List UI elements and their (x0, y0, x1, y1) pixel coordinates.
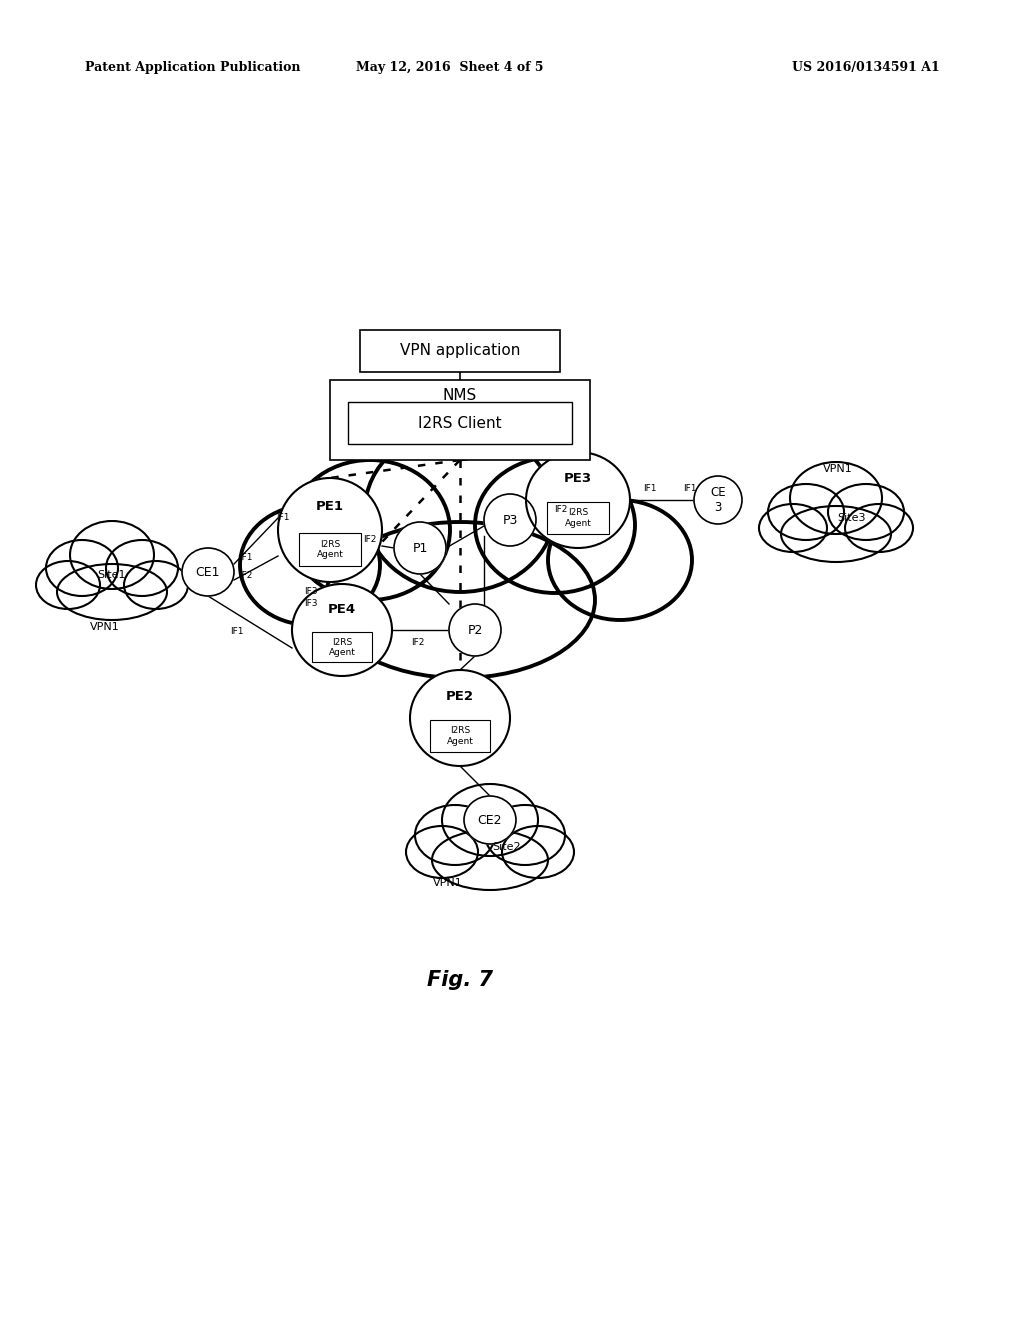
FancyBboxPatch shape (299, 532, 361, 566)
Ellipse shape (365, 428, 555, 591)
Text: IF1: IF1 (240, 553, 253, 562)
Ellipse shape (406, 826, 478, 878)
Text: PE1: PE1 (316, 500, 344, 513)
Ellipse shape (70, 521, 154, 589)
Text: I2RS
Agent: I2RS Agent (329, 638, 355, 657)
Text: Site3: Site3 (838, 513, 866, 523)
Ellipse shape (410, 671, 510, 766)
Text: IF3: IF3 (304, 599, 318, 609)
FancyBboxPatch shape (312, 632, 372, 663)
Text: VPN1: VPN1 (433, 878, 463, 888)
Ellipse shape (502, 826, 574, 878)
Text: NMS: NMS (442, 388, 477, 404)
Text: CE
3: CE 3 (711, 486, 726, 513)
Ellipse shape (828, 484, 904, 540)
Ellipse shape (394, 521, 446, 574)
Ellipse shape (449, 605, 501, 656)
Ellipse shape (292, 583, 392, 676)
Text: VPN application: VPN application (399, 343, 520, 359)
Ellipse shape (124, 561, 188, 609)
Text: PE2: PE2 (446, 690, 474, 702)
FancyBboxPatch shape (430, 721, 490, 751)
Ellipse shape (182, 548, 234, 597)
Text: CE1: CE1 (196, 565, 220, 578)
Ellipse shape (57, 564, 167, 620)
FancyBboxPatch shape (360, 330, 560, 372)
Ellipse shape (768, 484, 844, 540)
FancyBboxPatch shape (348, 403, 572, 444)
Text: I2RS
Agent: I2RS Agent (564, 508, 592, 528)
Text: PE3: PE3 (564, 471, 592, 484)
Text: PE4: PE4 (328, 603, 356, 616)
Text: Site2: Site2 (493, 842, 521, 851)
Text: IF1: IF1 (230, 627, 244, 636)
Ellipse shape (526, 451, 630, 548)
Ellipse shape (278, 478, 382, 582)
Ellipse shape (290, 459, 450, 601)
Text: Fig. 7: Fig. 7 (427, 970, 493, 990)
Ellipse shape (325, 521, 595, 678)
Text: IF2: IF2 (554, 506, 567, 515)
Ellipse shape (464, 796, 516, 843)
Text: IF1: IF1 (276, 513, 290, 523)
Ellipse shape (475, 457, 635, 593)
Ellipse shape (432, 830, 548, 890)
Ellipse shape (442, 784, 538, 855)
Text: IF2: IF2 (240, 572, 253, 581)
Ellipse shape (484, 494, 536, 546)
Text: US 2016/0134591 A1: US 2016/0134591 A1 (793, 62, 940, 74)
Text: I2RS Client: I2RS Client (418, 416, 502, 430)
Text: May 12, 2016  Sheet 4 of 5: May 12, 2016 Sheet 4 of 5 (356, 62, 544, 74)
Ellipse shape (790, 462, 882, 535)
Text: IF1: IF1 (643, 484, 656, 492)
Text: IF2: IF2 (364, 536, 377, 544)
Ellipse shape (46, 540, 118, 597)
Text: P3: P3 (503, 513, 518, 527)
Text: VPN1: VPN1 (823, 465, 853, 474)
FancyBboxPatch shape (547, 503, 609, 533)
Ellipse shape (240, 506, 380, 624)
Ellipse shape (845, 504, 913, 552)
Text: I2RS
Agent: I2RS Agent (316, 540, 343, 560)
Ellipse shape (415, 805, 495, 865)
Text: IF3: IF3 (304, 587, 318, 597)
FancyBboxPatch shape (330, 380, 590, 459)
Ellipse shape (781, 506, 891, 562)
Ellipse shape (548, 500, 692, 620)
Ellipse shape (694, 477, 742, 524)
Ellipse shape (759, 504, 827, 552)
Ellipse shape (106, 540, 178, 597)
Text: IF2: IF2 (412, 638, 425, 647)
Text: Patent Application Publication: Patent Application Publication (85, 62, 300, 74)
Ellipse shape (485, 805, 565, 865)
Text: I2RS
Agent: I2RS Agent (446, 726, 473, 746)
Text: P2: P2 (467, 623, 482, 636)
Text: CE2: CE2 (478, 813, 502, 826)
Text: VPN1: VPN1 (90, 622, 120, 632)
Text: P1: P1 (413, 541, 428, 554)
Text: IF1: IF1 (683, 484, 696, 492)
Ellipse shape (36, 561, 100, 609)
Text: Site1: Site1 (97, 570, 126, 579)
